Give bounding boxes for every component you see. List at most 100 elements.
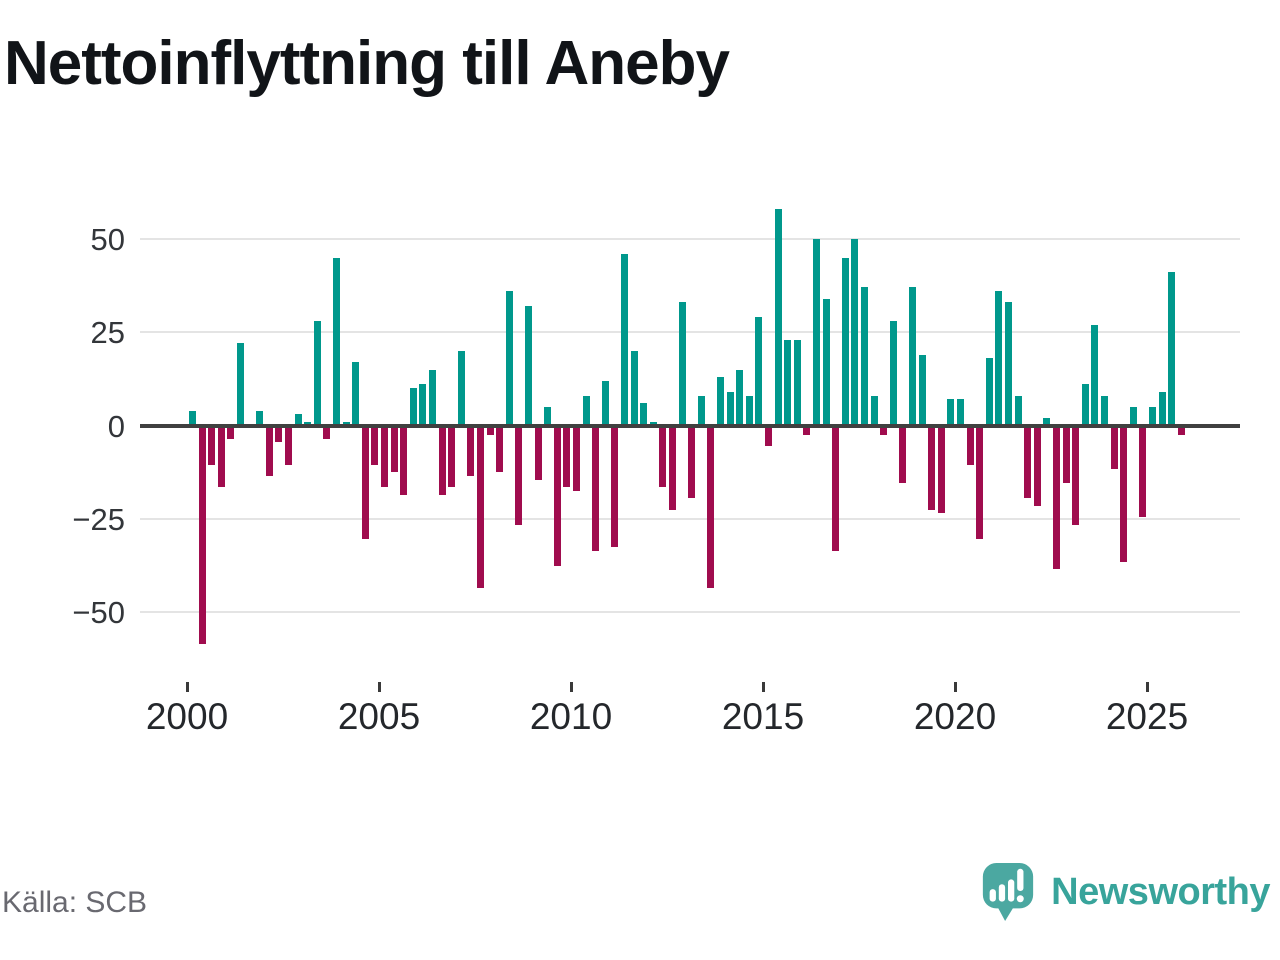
bar-2019Q1: [918, 354, 926, 426]
bar-2005Q4: [409, 388, 417, 426]
bar-2011Q2: [621, 253, 628, 426]
bar-2006Q2: [429, 369, 436, 426]
bar-2008Q4: [525, 306, 532, 426]
bar-2003Q4: [333, 257, 340, 426]
x-axis-tick-2005: [377, 682, 381, 692]
bar-2001Q1: [227, 427, 235, 439]
bar-2000Q3: [208, 427, 216, 465]
bar-2010Q3: [592, 427, 600, 551]
bar-2015Q4: [793, 339, 801, 426]
bar-2006Q4: [448, 427, 456, 488]
x-axis-tick-2025: [1145, 682, 1149, 692]
bar-2021Q4: [1024, 427, 1032, 499]
bar-2015Q2: [774, 209, 782, 426]
bar-2012Q4: [678, 302, 686, 426]
bar-2015Q3: [784, 339, 792, 426]
y-axis-label--50: −50: [72, 595, 125, 631]
bar-2022Q1: [1033, 427, 1041, 506]
gridline-y--50: [140, 611, 1240, 614]
bar-2018Q4: [909, 287, 916, 426]
bar-2011Q3: [630, 350, 638, 426]
bar-2007Q1: [457, 350, 465, 426]
bar-2022Q2: [1043, 418, 1051, 426]
bar-2025Q3: [1168, 272, 1176, 426]
bar-2010Q2: [582, 395, 590, 426]
y-axis-label-0: 0: [107, 408, 125, 444]
bar-2018Q1: [880, 427, 888, 435]
bar-2003Q2: [313, 321, 321, 426]
bar-2023Q3: [1091, 324, 1099, 426]
bar-2010Q1: [573, 427, 580, 491]
bar-2009Q4: [563, 427, 571, 488]
x-axis-label-2010: 2010: [529, 696, 613, 737]
y-axis-label-50: 50: [90, 221, 125, 257]
bar-2011Q1: [611, 427, 619, 547]
x-axis-tick-2015: [761, 682, 765, 692]
bar-2017Q4: [870, 395, 878, 426]
bar-2006Q1: [419, 384, 427, 426]
bar-2007Q3: [477, 427, 484, 588]
bar-2011Q4: [640, 403, 648, 426]
bar-2001Q4: [256, 410, 264, 426]
bar-2024Q3: [1129, 406, 1137, 426]
bar-2023Q1: [1072, 427, 1080, 525]
bar-2002Q3: [285, 427, 292, 465]
bar-2022Q4: [1062, 427, 1070, 484]
x-axis-tick-2000: [185, 682, 189, 692]
bar-2012Q2: [659, 427, 667, 488]
bar-2002Q4: [294, 414, 302, 426]
bar-2014Q3: [745, 395, 753, 426]
bar-2009Q1: [534, 427, 542, 480]
bar-2014Q1: [726, 391, 734, 426]
gridline-y-50: [140, 237, 1240, 240]
bar-2005Q1: [381, 427, 388, 488]
bar-2005Q2: [390, 427, 398, 473]
bar-2017Q2: [851, 238, 859, 426]
x-axis-label-2015: 2015: [721, 696, 805, 737]
bar-2024Q4: [1139, 427, 1147, 518]
bar-2018Q3: [899, 427, 907, 484]
x-axis-label-2005: 2005: [337, 696, 421, 737]
bar-2009Q3: [553, 427, 561, 566]
bar-2023Q4: [1101, 395, 1108, 426]
bar-2013Q3: [707, 427, 715, 588]
y-axis-label--25: −25: [72, 501, 125, 537]
bar-2000Q4: [217, 427, 225, 488]
bar-2014Q2: [736, 369, 744, 426]
x-axis-label-2025: 2025: [1105, 696, 1189, 737]
bar-2025Q2: [1158, 391, 1166, 426]
bar-2021Q1: [995, 291, 1003, 426]
bar-2021Q2: [1005, 302, 1012, 426]
bar-2024Q2: [1120, 427, 1128, 562]
bar-2009Q2: [544, 406, 552, 426]
newsworthy-wordmark: Newsworthy: [1051, 870, 1270, 913]
gridline-y--25: [140, 517, 1240, 520]
bar-2007Q4: [486, 427, 494, 435]
zero-axis-line: [140, 423, 1240, 428]
bar-2004Q4: [371, 427, 379, 465]
bar-2016Q1: [803, 427, 811, 435]
bar-2010Q4: [601, 380, 609, 426]
bar-chart-plot-area: 2000 2005 2010 2015 2020 2025: [140, 180, 1240, 735]
x-axis-tick-2010: [569, 682, 573, 692]
newsworthy-bubble-icon: [983, 863, 1034, 921]
bar-2013Q2: [697, 395, 705, 426]
bar-2004Q3: [361, 427, 369, 540]
bar-2016Q2: [813, 238, 820, 426]
bar-2001Q2: [237, 343, 244, 426]
bar-2004Q2: [352, 362, 360, 426]
bar-2016Q4: [832, 427, 840, 551]
bar-2002Q1: [265, 427, 273, 477]
bar-2020Q1: [957, 399, 964, 426]
bar-2018Q2: [889, 321, 897, 426]
bar-2013Q1: [688, 427, 696, 499]
bar-2006Q3: [438, 427, 446, 495]
bar-2017Q1: [841, 257, 849, 426]
newsworthy-logo: Newsworthy: [979, 858, 1270, 926]
bar-2020Q2: [966, 427, 974, 465]
bar-2019Q3: [937, 427, 945, 514]
bar-2020Q4: [985, 358, 993, 426]
bar-2017Q3: [861, 287, 868, 426]
bar-2007Q2: [467, 427, 475, 477]
x-axis-tick-2020: [953, 682, 957, 692]
